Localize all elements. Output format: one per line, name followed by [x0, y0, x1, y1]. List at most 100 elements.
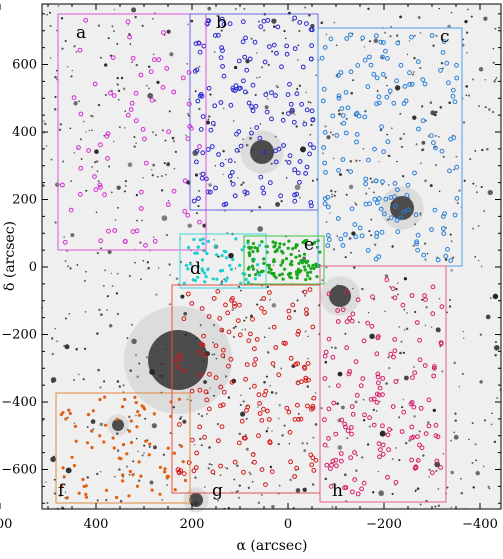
source-marker	[221, 202, 227, 208]
background-star	[325, 221, 328, 223]
source-marker	[390, 404, 396, 410]
source-marker	[221, 73, 227, 79]
background-star	[160, 175, 163, 177]
source-marker	[143, 160, 149, 166]
source-marker	[189, 388, 195, 394]
background-star	[494, 354, 497, 357]
source-marker	[217, 316, 223, 321]
background-star	[306, 442, 309, 445]
source-marker	[321, 86, 327, 92]
background-star	[322, 152, 324, 155]
background-star	[199, 324, 202, 327]
source-marker	[76, 145, 81, 151]
source-marker	[200, 267, 204, 271]
source-marker	[266, 263, 270, 267]
source-marker	[399, 429, 405, 434]
background-star	[456, 202, 459, 205]
background-star	[281, 434, 284, 437]
source-marker	[429, 227, 434, 232]
source-marker	[181, 368, 187, 374]
background-star	[428, 476, 430, 478]
background-star	[304, 330, 307, 333]
background-star	[336, 284, 339, 287]
background-star	[135, 193, 139, 197]
source-marker	[306, 259, 310, 263]
background-star	[434, 110, 438, 114]
source-marker	[302, 265, 306, 269]
source-marker	[323, 170, 328, 175]
y-tick-label: 0	[29, 260, 37, 275]
source-marker	[413, 212, 419, 218]
background-star	[119, 499, 123, 503]
background-star	[328, 385, 331, 388]
source-marker	[249, 104, 254, 109]
source-marker	[426, 423, 432, 429]
background-star	[417, 16, 421, 19]
background-star	[402, 175, 405, 178]
region-markers-b	[191, 15, 317, 209]
background-star	[151, 17, 154, 20]
source-marker	[359, 233, 365, 239]
background-star	[123, 190, 126, 193]
background-star	[131, 61, 133, 64]
source-marker	[206, 239, 210, 243]
source-marker	[294, 465, 300, 471]
background-star	[291, 19, 294, 22]
source-marker	[395, 187, 400, 193]
background-star	[449, 233, 452, 236]
background-star	[362, 418, 366, 422]
source-marker	[401, 101, 407, 106]
source-marker	[246, 338, 252, 344]
background-star	[209, 93, 212, 96]
source-marker	[343, 90, 349, 95]
source-marker	[98, 238, 104, 244]
background-star	[236, 464, 239, 467]
background-star	[100, 313, 103, 316]
source-marker	[267, 270, 271, 274]
background-star	[332, 157, 335, 160]
source-marker	[417, 337, 423, 343]
source-marker	[267, 266, 271, 270]
source-marker	[223, 302, 228, 308]
background-star	[90, 419, 96, 424]
source-marker	[193, 465, 199, 470]
background-star	[249, 137, 252, 140]
background-star	[384, 31, 387, 34]
source-marker	[112, 446, 116, 450]
source-marker	[280, 260, 285, 264]
background-star	[324, 125, 327, 128]
background-star	[488, 108, 491, 111]
background-star	[208, 183, 212, 187]
source-marker	[429, 33, 435, 38]
source-marker	[61, 466, 65, 470]
source-marker	[245, 404, 251, 410]
background-star	[105, 499, 108, 502]
background-star	[369, 333, 375, 340]
source-marker	[125, 19, 131, 25]
source-marker	[322, 130, 328, 135]
background-star	[465, 94, 468, 97]
source-marker	[246, 280, 251, 284]
background-star	[44, 122, 47, 126]
background-star	[78, 100, 81, 103]
source-marker	[380, 392, 385, 398]
background-star	[474, 255, 477, 258]
background-star	[444, 258, 448, 261]
background-star	[205, 413, 208, 415]
background-star	[185, 134, 187, 137]
background-star	[396, 160, 398, 163]
source-marker	[286, 246, 290, 250]
background-star	[84, 311, 87, 313]
background-star	[64, 497, 67, 499]
background-star	[272, 264, 275, 266]
source-marker	[454, 164, 460, 170]
source-marker	[422, 81, 428, 87]
background-star	[175, 277, 179, 280]
background-star	[413, 366, 415, 368]
background-star	[61, 47, 64, 50]
source-marker	[161, 30, 166, 35]
source-marker	[395, 40, 401, 46]
source-marker	[244, 362, 250, 368]
source-marker	[213, 244, 218, 248]
background-star	[492, 293, 499, 300]
